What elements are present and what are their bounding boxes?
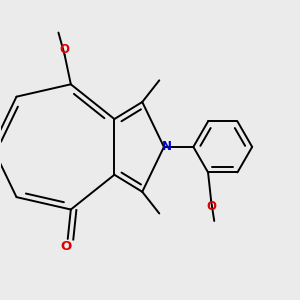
Text: N: N — [161, 140, 171, 153]
Text: O: O — [207, 200, 217, 213]
Text: O: O — [60, 43, 70, 56]
Text: O: O — [61, 240, 72, 253]
